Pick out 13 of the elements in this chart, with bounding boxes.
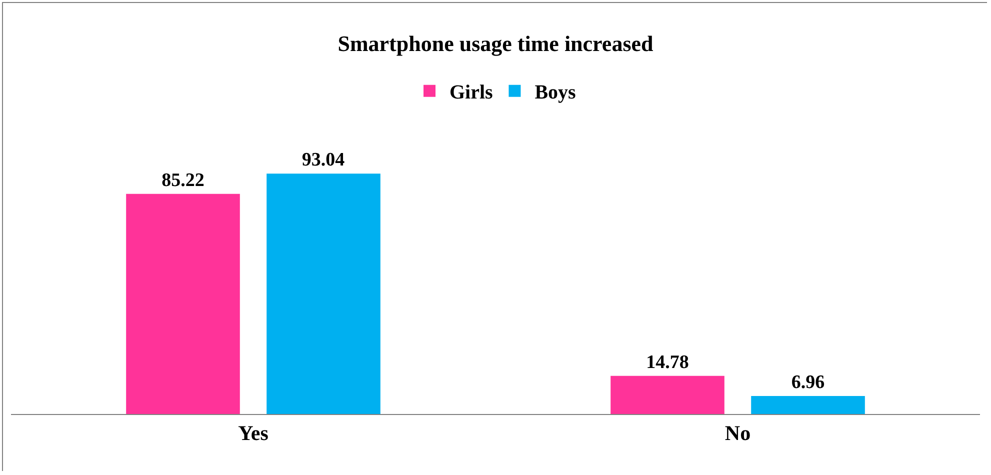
data-label: 14.78 bbox=[646, 352, 689, 373]
legend-label: Girls bbox=[450, 82, 494, 104]
data-label: 6.96 bbox=[791, 372, 825, 394]
chart-title: Smartphone usage time increased bbox=[338, 31, 654, 56]
bar bbox=[751, 396, 865, 414]
data-label: 93.04 bbox=[302, 150, 346, 171]
legend-label: Boys bbox=[534, 82, 576, 104]
x-tick-label: Yes bbox=[238, 421, 268, 446]
x-tick-label: No bbox=[724, 421, 751, 446]
bar bbox=[266, 174, 380, 414]
data-label: 85.22 bbox=[162, 170, 204, 191]
bar bbox=[126, 194, 240, 414]
bar bbox=[610, 376, 724, 414]
